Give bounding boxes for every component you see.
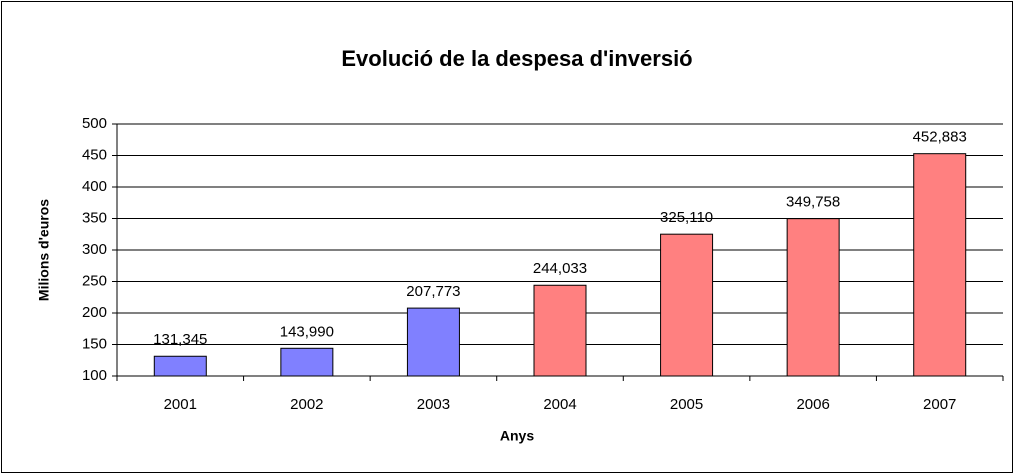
x-axis-title: Anys	[500, 428, 534, 444]
x-tick-label: 2004	[543, 396, 576, 413]
y-tick-label: 400	[82, 178, 107, 195]
x-tick-label: 2006	[796, 396, 829, 413]
bar	[280, 347, 334, 377]
data-label: 207,773	[406, 283, 460, 300]
bar	[660, 233, 714, 377]
y-tick-label: 250	[82, 272, 107, 289]
x-tick-label: 2001	[164, 396, 197, 413]
chart-title: Evolució de la despesa d'inversió	[341, 46, 692, 71]
bar	[153, 355, 207, 377]
y-tick-label: 100	[82, 367, 107, 384]
y-tick-label: 300	[82, 241, 107, 258]
data-label: 244,033	[533, 260, 587, 277]
x-tick-label: 2007	[923, 396, 956, 413]
y-tick-label: 450	[82, 146, 107, 163]
y-tick-label: 150	[82, 335, 107, 352]
data-label: 349,758	[786, 194, 840, 211]
data-label: 452,883	[913, 129, 967, 146]
bar	[913, 153, 967, 377]
bar	[533, 284, 587, 377]
data-label: 143,990	[280, 323, 334, 340]
bar	[406, 307, 460, 377]
x-tick-label: 2005	[670, 396, 703, 413]
x-tick-label: 2002	[290, 396, 323, 413]
data-label: 131,345	[153, 331, 207, 348]
bar	[786, 218, 840, 377]
y-tick-label: 350	[82, 209, 107, 226]
y-tick-label: 500	[82, 115, 107, 132]
x-tick-label: 2003	[417, 396, 450, 413]
y-axis-title: Milions d'euros	[36, 199, 52, 301]
y-tick-label: 200	[82, 304, 107, 321]
data-label: 325,110	[660, 209, 713, 226]
